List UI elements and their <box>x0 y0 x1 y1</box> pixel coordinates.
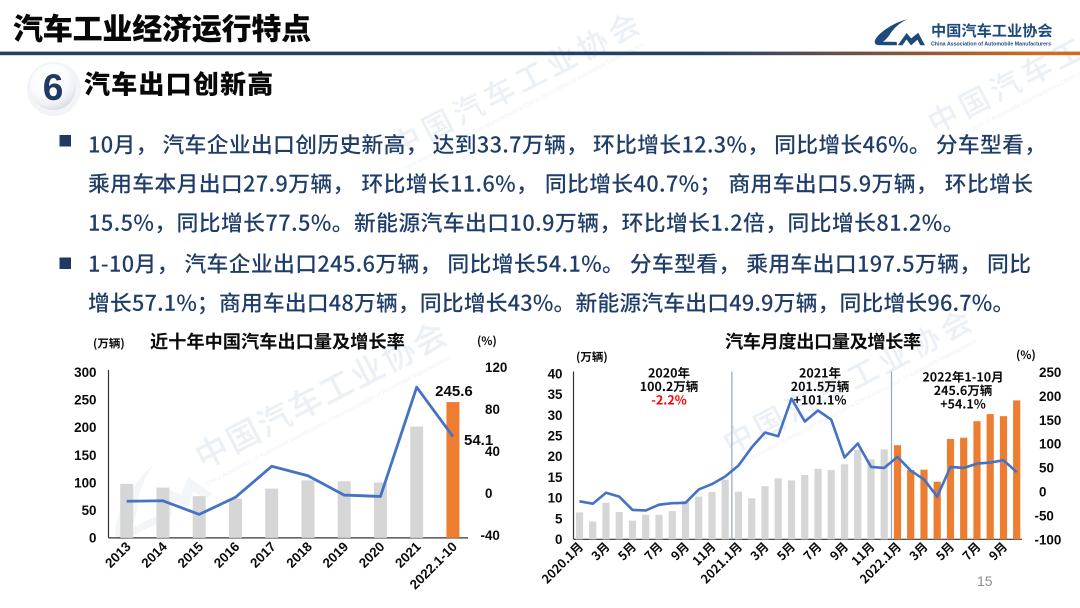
svg-text:2015: 2015 <box>175 539 207 571</box>
svg-text:-50: -50 <box>1035 508 1054 523</box>
svg-text:-40: -40 <box>481 528 500 543</box>
svg-text:200: 200 <box>74 420 96 435</box>
svg-text:2017: 2017 <box>247 539 279 571</box>
svg-text:6: 6 <box>43 67 64 108</box>
svg-text:300: 300 <box>74 365 96 380</box>
svg-text:100: 100 <box>74 475 96 490</box>
svg-text:2019: 2019 <box>320 539 352 571</box>
svg-text:35: 35 <box>548 387 563 402</box>
svg-text:150: 150 <box>74 448 96 463</box>
svg-text:2020: 2020 <box>356 539 388 571</box>
svg-text:250: 250 <box>74 392 96 407</box>
svg-text:100: 100 <box>1039 437 1061 452</box>
svg-text:2018: 2018 <box>283 539 315 571</box>
svg-text:10: 10 <box>548 491 563 506</box>
svg-text:120: 120 <box>485 360 507 375</box>
svg-text:50: 50 <box>1039 461 1054 476</box>
svg-text:0: 0 <box>89 531 96 546</box>
svg-text:20: 20 <box>548 449 563 464</box>
svg-text:-100: -100 <box>1035 532 1062 547</box>
svg-text:0: 0 <box>485 486 492 501</box>
svg-text:2016: 2016 <box>211 539 243 571</box>
svg-text:245.6: 245.6 <box>435 383 473 400</box>
svg-text:54.1: 54.1 <box>464 432 493 449</box>
svg-text:25: 25 <box>548 428 563 443</box>
svg-text:China Association of Automobil: China Association of Automobile Manufact… <box>400 41 647 174</box>
svg-text:5: 5 <box>555 511 563 526</box>
svg-text:2021: 2021 <box>392 539 424 571</box>
svg-text:2013: 2013 <box>102 539 134 571</box>
svg-text:150: 150 <box>1039 413 1061 428</box>
svg-text:2014: 2014 <box>138 539 170 571</box>
svg-text:40: 40 <box>485 444 500 459</box>
svg-text:250: 250 <box>1039 365 1061 380</box>
svg-text:15: 15 <box>977 573 993 589</box>
svg-text:0: 0 <box>1039 485 1046 500</box>
svg-text:0: 0 <box>555 532 562 547</box>
svg-text:40: 40 <box>548 366 563 381</box>
svg-text:15: 15 <box>548 470 563 485</box>
svg-text:80: 80 <box>485 402 500 417</box>
svg-text:30: 30 <box>548 408 563 423</box>
svg-text:50: 50 <box>82 503 97 518</box>
svg-text:200: 200 <box>1039 389 1061 404</box>
svg-text:China Association of Automobil: China Association of Automobile Manufact… <box>931 42 1052 48</box>
